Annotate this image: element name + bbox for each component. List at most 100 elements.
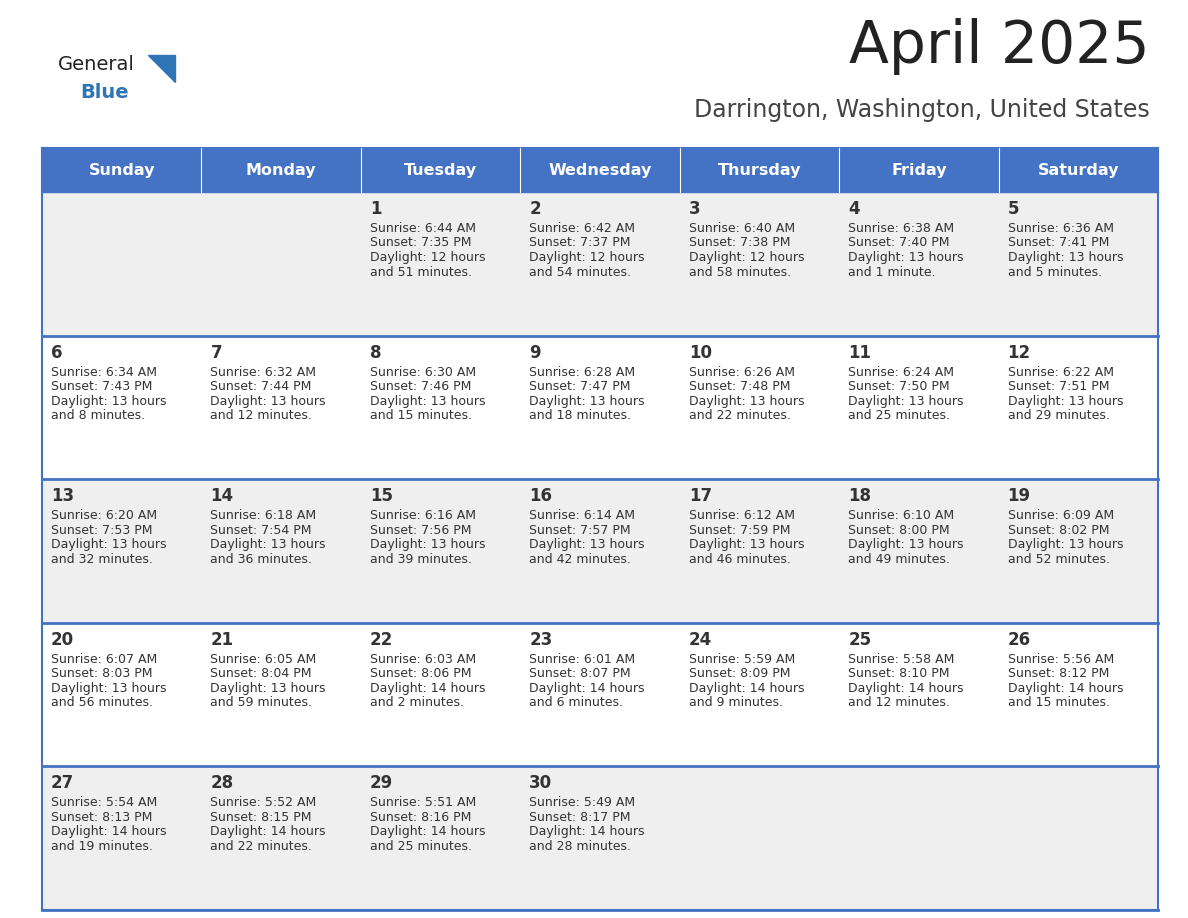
Text: and 22 minutes.: and 22 minutes. [210,840,312,853]
Text: Daylight: 13 hours: Daylight: 13 hours [51,395,166,408]
Text: and 2 minutes.: and 2 minutes. [369,696,463,710]
Text: Daylight: 13 hours: Daylight: 13 hours [369,395,486,408]
Text: and 51 minutes.: and 51 minutes. [369,265,472,278]
Text: 18: 18 [848,487,871,505]
Text: Sunset: 8:12 PM: Sunset: 8:12 PM [1007,667,1108,680]
Text: 6: 6 [51,343,63,362]
Text: Daylight: 14 hours: Daylight: 14 hours [1007,682,1123,695]
Text: Daylight: 13 hours: Daylight: 13 hours [1007,538,1123,551]
Bar [42,336,202,479]
Text: and 29 minutes.: and 29 minutes. [1007,409,1110,422]
Text: Daylight: 14 hours: Daylight: 14 hours [369,682,486,695]
Text: 25: 25 [848,631,871,649]
Bar [202,622,361,767]
Text: Thursday: Thursday [718,162,801,177]
Bar [839,148,999,192]
Text: Daylight: 13 hours: Daylight: 13 hours [210,538,326,551]
Bar [999,336,1158,479]
Text: Sunset: 7:48 PM: Sunset: 7:48 PM [689,380,790,393]
Text: and 6 minutes.: and 6 minutes. [530,696,624,710]
Text: Sunset: 7:38 PM: Sunset: 7:38 PM [689,237,790,250]
Text: Sunrise: 6:09 AM: Sunrise: 6:09 AM [1007,509,1113,522]
Text: Daylight: 14 hours: Daylight: 14 hours [210,825,326,838]
Text: Sunset: 8:13 PM: Sunset: 8:13 PM [51,811,152,823]
Text: Daylight: 12 hours: Daylight: 12 hours [689,251,804,264]
Bar [42,479,202,622]
Text: Daylight: 13 hours: Daylight: 13 hours [1007,395,1123,408]
Text: Sunset: 8:15 PM: Sunset: 8:15 PM [210,811,312,823]
Text: Sunset: 7:44 PM: Sunset: 7:44 PM [210,380,311,393]
Text: Sunset: 7:35 PM: Sunset: 7:35 PM [369,237,472,250]
Bar [202,148,361,192]
Text: 19: 19 [1007,487,1031,505]
Text: 1: 1 [369,200,381,218]
Text: Daylight: 13 hours: Daylight: 13 hours [530,538,645,551]
Text: Daylight: 13 hours: Daylight: 13 hours [51,538,166,551]
Text: Daylight: 13 hours: Daylight: 13 hours [210,395,326,408]
Text: Monday: Monday [246,162,316,177]
Text: Sunset: 7:54 PM: Sunset: 7:54 PM [210,523,312,537]
Text: Sunrise: 6:12 AM: Sunrise: 6:12 AM [689,509,795,522]
Text: Sunrise: 6:22 AM: Sunrise: 6:22 AM [1007,365,1113,378]
Text: Sunset: 7:47 PM: Sunset: 7:47 PM [530,380,631,393]
Bar [520,622,680,767]
Text: Wednesday: Wednesday [549,162,652,177]
Bar [520,148,680,192]
Text: 4: 4 [848,200,860,218]
Text: Sunrise: 6:05 AM: Sunrise: 6:05 AM [210,653,317,666]
Bar [202,767,361,910]
Text: Sunrise: 6:38 AM: Sunrise: 6:38 AM [848,222,954,235]
Text: Daylight: 14 hours: Daylight: 14 hours [51,825,166,838]
Text: Sunset: 7:37 PM: Sunset: 7:37 PM [530,237,631,250]
Bar [680,622,839,767]
Bar [520,336,680,479]
Text: Sunrise: 6:01 AM: Sunrise: 6:01 AM [530,653,636,666]
Text: Sunset: 8:00 PM: Sunset: 8:00 PM [848,523,949,537]
Text: and 59 minutes.: and 59 minutes. [210,696,312,710]
Text: Sunrise: 6:07 AM: Sunrise: 6:07 AM [51,653,157,666]
Text: and 49 minutes.: and 49 minutes. [848,553,950,565]
Text: 8: 8 [369,343,381,362]
Text: Daylight: 13 hours: Daylight: 13 hours [369,538,486,551]
Text: and 42 minutes.: and 42 minutes. [530,553,631,565]
Bar [361,622,520,767]
Text: Sunrise: 6:36 AM: Sunrise: 6:36 AM [1007,222,1113,235]
Text: Sunset: 7:50 PM: Sunset: 7:50 PM [848,380,949,393]
Text: Sunrise: 6:32 AM: Sunrise: 6:32 AM [210,365,316,378]
Text: Sunrise: 6:18 AM: Sunrise: 6:18 AM [210,509,316,522]
Bar [999,479,1158,622]
Text: Sunrise: 6:34 AM: Sunrise: 6:34 AM [51,365,157,378]
Text: and 52 minutes.: and 52 minutes. [1007,553,1110,565]
Text: 21: 21 [210,631,234,649]
Text: 3: 3 [689,200,701,218]
Text: Sunrise: 6:20 AM: Sunrise: 6:20 AM [51,509,157,522]
Bar [361,148,520,192]
Text: Daylight: 13 hours: Daylight: 13 hours [848,538,963,551]
Text: 17: 17 [689,487,712,505]
Text: Sunset: 7:43 PM: Sunset: 7:43 PM [51,380,152,393]
Text: Sunrise: 6:28 AM: Sunrise: 6:28 AM [530,365,636,378]
Text: and 5 minutes.: and 5 minutes. [1007,265,1101,278]
Text: Tuesday: Tuesday [404,162,478,177]
Text: Daylight: 12 hours: Daylight: 12 hours [369,251,486,264]
Text: 2: 2 [530,200,541,218]
Text: 11: 11 [848,343,871,362]
Text: Daylight: 13 hours: Daylight: 13 hours [51,682,166,695]
Text: Sunrise: 6:26 AM: Sunrise: 6:26 AM [689,365,795,378]
Text: Daylight: 13 hours: Daylight: 13 hours [689,395,804,408]
Text: Daylight: 14 hours: Daylight: 14 hours [530,682,645,695]
Bar [839,622,999,767]
Text: Blue: Blue [80,83,128,102]
Text: April 2025: April 2025 [849,18,1150,75]
Bar [361,767,520,910]
Text: Sunset: 8:17 PM: Sunset: 8:17 PM [530,811,631,823]
Text: 27: 27 [51,775,74,792]
Text: 22: 22 [369,631,393,649]
Text: 23: 23 [530,631,552,649]
Text: and 32 minutes.: and 32 minutes. [51,553,153,565]
Text: Daylight: 13 hours: Daylight: 13 hours [689,538,804,551]
Text: General: General [58,55,135,74]
Text: 26: 26 [1007,631,1031,649]
Text: Sunset: 7:53 PM: Sunset: 7:53 PM [51,523,152,537]
Text: and 12 minutes.: and 12 minutes. [848,696,950,710]
